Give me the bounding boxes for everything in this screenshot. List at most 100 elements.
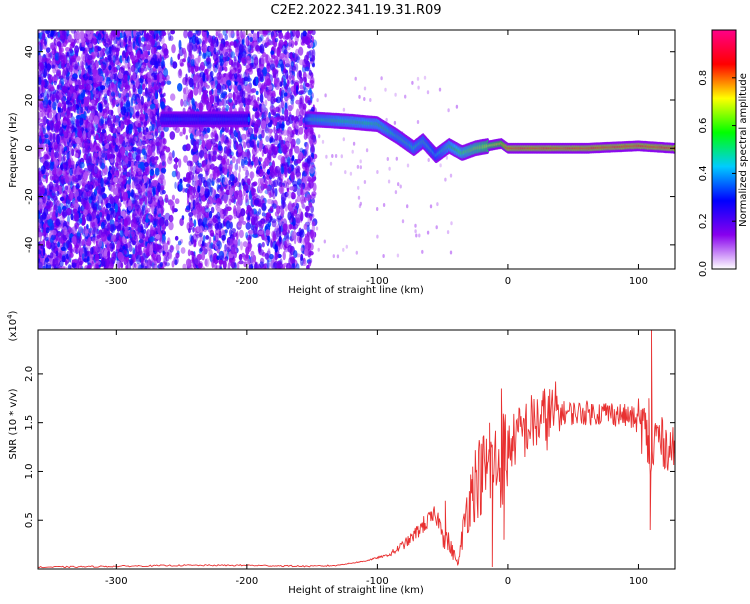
noise-speckle xyxy=(92,69,98,74)
noise-speckle xyxy=(104,57,108,62)
noise-speckle xyxy=(84,230,88,237)
noise-speckle xyxy=(39,201,44,210)
noise-speckle xyxy=(238,165,241,173)
noise-speckle xyxy=(154,90,158,100)
noise-speckle xyxy=(150,86,155,94)
noise-speckle xyxy=(177,53,181,60)
noise-speckle xyxy=(53,30,57,37)
noise-speckle xyxy=(133,126,138,135)
noise-speckle xyxy=(160,101,165,110)
noise-speckle xyxy=(178,182,183,191)
noise-speckle xyxy=(152,263,158,269)
noise-speckle xyxy=(139,161,144,170)
noise-speckle xyxy=(150,39,156,45)
noise-speckle xyxy=(114,137,119,144)
noise-speckle xyxy=(159,262,163,267)
noise-speckle xyxy=(91,155,95,164)
noise-speckle xyxy=(52,101,57,111)
noise-speckle xyxy=(182,77,188,86)
noise-speckle xyxy=(136,155,141,162)
noise-speckle xyxy=(110,31,116,41)
noise-speckle xyxy=(63,146,68,152)
noise-speckle xyxy=(166,80,172,85)
noise-speckle xyxy=(178,68,182,76)
noise-speckle xyxy=(44,134,49,139)
noise-speckle xyxy=(40,92,45,97)
noise-speckle xyxy=(41,57,46,63)
noise-speckle xyxy=(102,258,107,268)
noise-speckle xyxy=(109,53,113,63)
noise-speckle xyxy=(83,191,87,199)
noise-speckle xyxy=(138,232,143,239)
noise-speckle xyxy=(73,186,76,194)
noise-speckle xyxy=(142,129,147,136)
noise-speckle xyxy=(70,112,74,117)
noise-speckle xyxy=(109,196,115,205)
noise-speckle xyxy=(123,218,128,227)
noise-speckle xyxy=(95,133,99,141)
noise-speckle xyxy=(38,231,42,237)
noise-speckle xyxy=(72,131,76,142)
noise-speckle xyxy=(118,166,122,172)
noise-speckle xyxy=(108,65,112,71)
noise-speckle xyxy=(124,250,128,255)
noise-speckle xyxy=(106,242,110,251)
noise-speckle xyxy=(195,130,200,137)
noise-speckle xyxy=(100,177,104,188)
noise-speckle xyxy=(71,148,75,157)
noise-speckle xyxy=(38,124,43,131)
noise-speckle xyxy=(54,151,59,159)
noise-speckle xyxy=(58,170,63,176)
noise-speckle xyxy=(112,98,116,108)
noise-speckle xyxy=(118,177,124,182)
noise-speckle xyxy=(83,258,89,263)
noise-speckle xyxy=(54,158,59,169)
noise-speckle xyxy=(174,259,178,266)
noise-speckle xyxy=(145,139,150,145)
noise-speckle xyxy=(88,195,94,200)
noise-speckle xyxy=(92,38,98,45)
noise-speckle xyxy=(140,108,143,114)
noise-speckle xyxy=(179,218,184,227)
noise-speckle xyxy=(179,131,183,137)
noise-speckle xyxy=(55,124,60,132)
noise-speckle xyxy=(140,95,144,106)
noise-speckle xyxy=(150,138,157,147)
noise-speckle xyxy=(55,250,59,257)
noise-speckle xyxy=(153,107,156,115)
noise-speckle xyxy=(78,227,82,233)
noise-speckle xyxy=(157,182,161,193)
noise-speckle xyxy=(160,167,167,174)
noise-speckle xyxy=(130,64,136,73)
noise-speckle xyxy=(78,247,84,252)
noise-speckle xyxy=(93,115,99,125)
noise-speckle xyxy=(105,139,110,144)
noise-speckle xyxy=(56,69,62,77)
noise-speckle xyxy=(89,43,93,49)
noise-speckle xyxy=(143,108,148,114)
noise-speckle xyxy=(120,106,127,115)
noise-speckle xyxy=(80,80,85,85)
noise-speckle xyxy=(112,55,116,64)
noise-speckle xyxy=(170,56,173,66)
noise-speckle xyxy=(122,245,126,250)
noise-speckle xyxy=(165,74,170,81)
noise-speckle xyxy=(94,245,99,252)
noise-speckle xyxy=(85,202,89,211)
noise-speckle xyxy=(137,149,143,155)
noise-speckle xyxy=(153,208,157,215)
noise-speckle xyxy=(87,33,93,41)
noise-speckle xyxy=(46,125,51,131)
noise-speckle xyxy=(97,238,103,248)
noise-speckle xyxy=(130,54,136,62)
noise-speckle xyxy=(118,186,124,192)
noise-speckle xyxy=(146,43,151,51)
noise-speckle xyxy=(264,111,269,116)
noise-speckle xyxy=(41,212,47,220)
noise-speckle xyxy=(133,111,136,118)
noise-speckle xyxy=(164,219,169,227)
noise-speckle xyxy=(180,98,184,107)
noise-speckle xyxy=(147,72,152,79)
noise-speckle xyxy=(142,83,146,91)
